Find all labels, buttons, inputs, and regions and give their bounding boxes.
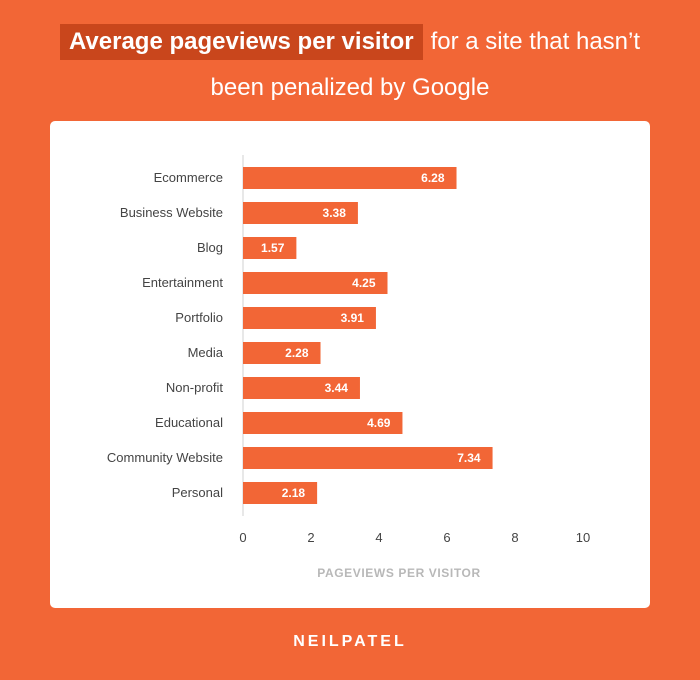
title-rest: for a site that hasn’t bbox=[430, 28, 641, 55]
title-highlight: Average pageviews per visitor bbox=[59, 24, 423, 60]
brand-logo: NEILPATEL bbox=[293, 633, 407, 650]
bar bbox=[243, 482, 318, 504]
category-label: Ecommerce bbox=[154, 170, 223, 185]
bar-value-label: 2.28 bbox=[285, 346, 309, 360]
bar bbox=[243, 202, 358, 224]
bar bbox=[243, 412, 403, 434]
category-label: Portfolio bbox=[175, 310, 223, 325]
category-label: Entertainment bbox=[142, 275, 223, 290]
title-line-2: been penalized by Google bbox=[210, 74, 490, 101]
chart-card: Ecommerce 6.28 Business Website 3.38 Blog 1.5… bbox=[50, 121, 650, 608]
category-label: Non-profit bbox=[166, 380, 223, 395]
category-label: Educational bbox=[155, 415, 223, 430]
x-tick-label: 6 bbox=[443, 530, 450, 545]
bar-value-label: 1.57 bbox=[261, 241, 285, 255]
bar-value-label: 4.69 bbox=[367, 416, 391, 430]
bar bbox=[243, 447, 493, 469]
bar bbox=[243, 342, 321, 364]
bar bbox=[243, 272, 388, 294]
x-tick-label: 4 bbox=[375, 530, 382, 545]
x-tick-label: 0 bbox=[239, 530, 246, 545]
bar-value-label: 7.34 bbox=[457, 451, 481, 465]
bar-value-label: 4.25 bbox=[352, 276, 376, 290]
title-line-1: Average pageviews per visitor for a site … bbox=[0, 24, 700, 60]
category-label: Personal bbox=[172, 485, 223, 500]
bar bbox=[243, 237, 297, 259]
x-ticks-group: 0 2 4 6 8 10 bbox=[239, 530, 590, 545]
category-label: Media bbox=[188, 345, 224, 360]
bar-value-label: 3.91 bbox=[341, 311, 365, 325]
bar-chart: Ecommerce 6.28 Business Website 3.38 Blog 1.5… bbox=[107, 155, 590, 580]
bar-value-label: 3.38 bbox=[323, 206, 347, 220]
bar-value-label: 6.28 bbox=[421, 171, 445, 185]
x-tick-label: 2 bbox=[307, 530, 314, 545]
bar bbox=[243, 307, 376, 329]
bar bbox=[243, 167, 457, 189]
category-label: Business Website bbox=[120, 205, 223, 220]
bar bbox=[243, 377, 360, 399]
bars-group: Ecommerce 6.28 Business Website 3.38 Blog 1.5… bbox=[107, 167, 493, 504]
x-tick-label: 8 bbox=[511, 530, 518, 545]
bar-value-label: 2.18 bbox=[282, 486, 306, 500]
bar-value-label: 3.44 bbox=[325, 381, 349, 395]
category-label: Community Website bbox=[107, 450, 223, 465]
category-label: Blog bbox=[197, 240, 223, 255]
x-axis-title: PAGEVIEWS PER VISITOR bbox=[317, 566, 481, 580]
x-tick-label: 10 bbox=[576, 530, 590, 545]
chart-title: Average pageviews per visitor for a site … bbox=[0, 24, 700, 106]
